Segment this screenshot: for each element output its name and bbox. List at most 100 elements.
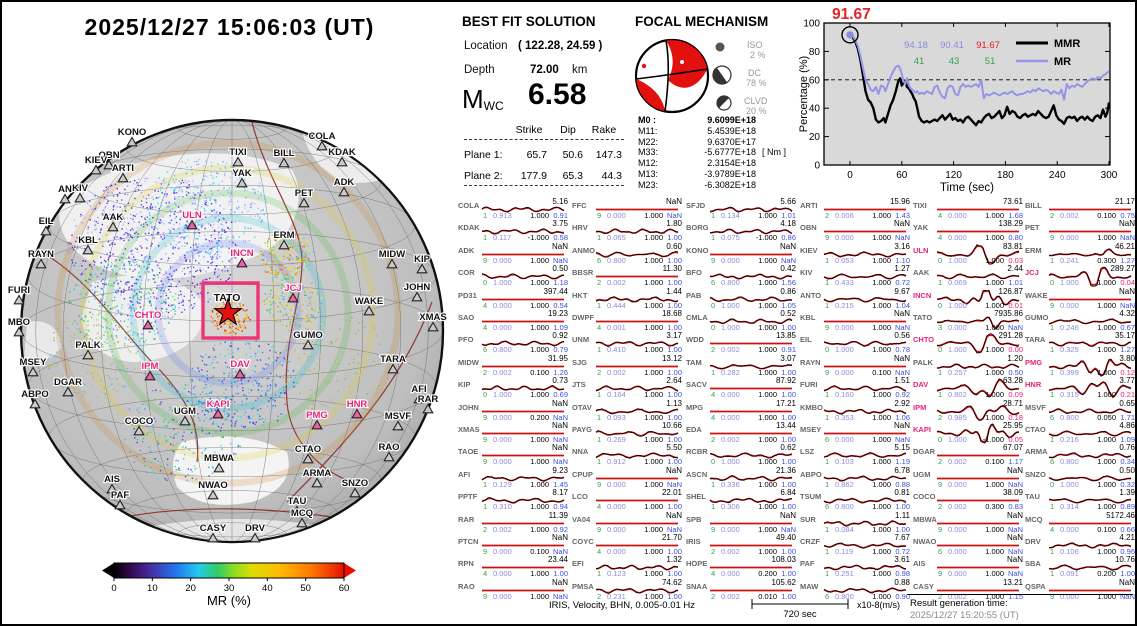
mr-dot <box>190 380 193 382</box>
station-cell-MCQ: MCQ 5172.46 4 0.000 0.100 0.66 <box>1024 511 1135 535</box>
mr-dot <box>213 216 215 218</box>
mr-dot <box>290 277 293 280</box>
mr-dot <box>246 315 248 317</box>
mr-dot <box>287 316 290 318</box>
mr-dot <box>102 242 104 244</box>
mr-dot <box>305 294 307 296</box>
mr-dot <box>222 306 224 309</box>
mr-dot <box>116 193 119 196</box>
mr-dot <box>274 239 276 241</box>
station-weight-1: 0.002 <box>493 524 512 534</box>
mr-dot <box>189 259 191 261</box>
station-quality-flag: 1 <box>1050 569 1055 579</box>
station-quality-flag: 1 <box>825 278 830 288</box>
mr-dot <box>199 393 202 396</box>
mr-dot <box>290 292 292 295</box>
mr-dot <box>173 308 175 310</box>
mr-dot <box>205 203 207 206</box>
station-quality-flag: 4 <box>938 211 943 220</box>
mr-dot <box>225 231 227 233</box>
mr-dot <box>206 204 208 206</box>
mr-dot <box>219 343 222 345</box>
mr-dot <box>294 234 296 236</box>
mr-dot <box>228 260 230 262</box>
mr-dot <box>111 243 113 245</box>
mr-dot <box>104 282 107 285</box>
station-weight-1: 0.000 <box>835 233 854 243</box>
mr-dot <box>132 203 134 205</box>
station-code: SJG <box>572 357 588 367</box>
mr-dot <box>77 269 79 272</box>
mr-dot <box>89 264 91 266</box>
mr-dot <box>193 216 195 218</box>
mr-dot <box>150 304 152 307</box>
mr-dot <box>297 234 300 237</box>
mr-dot <box>149 206 151 208</box>
mr-dot <box>196 231 198 233</box>
mr-dot <box>246 341 249 344</box>
mr-dot <box>119 206 121 208</box>
station-weight-1: 1.000 <box>835 345 854 355</box>
mr-dot <box>73 288 75 290</box>
mr-dot <box>227 348 230 351</box>
mr-dot <box>155 260 157 263</box>
mr-dot <box>243 324 245 326</box>
mr-dot <box>153 274 155 276</box>
mr-dot <box>120 220 122 223</box>
station-weight-1: 1.000 <box>721 457 740 467</box>
mr-dot <box>129 330 131 332</box>
mr-dot <box>274 383 277 385</box>
mr-dot <box>128 288 130 290</box>
mr-dot <box>87 231 89 234</box>
mr-dot <box>232 356 234 358</box>
mr-dot <box>257 389 260 391</box>
mr-dot <box>139 275 141 278</box>
mr-dot <box>234 328 236 330</box>
station-quality-flag: 1 <box>938 278 943 288</box>
mr-dot <box>134 268 136 271</box>
mr-dot <box>191 477 194 479</box>
mr-dot <box>146 392 148 394</box>
mr-dot <box>146 266 149 268</box>
mr-dot <box>131 227 133 230</box>
station-cell-COLA: COLA 5.16 1 0.913 1.000 0.91 <box>457 197 569 221</box>
mr-dot <box>187 280 189 282</box>
mr-dot <box>94 208 96 210</box>
mr-dot <box>266 390 268 392</box>
mr-dot <box>270 269 273 271</box>
station-code: KIEV <box>800 245 818 255</box>
mr-dot <box>88 301 90 303</box>
mr-dot <box>209 242 212 244</box>
mr-dot <box>171 167 173 169</box>
mr-dot <box>132 270 134 272</box>
mr-dot <box>254 192 256 194</box>
result-divider <box>907 594 1133 595</box>
mr-dot <box>209 253 211 255</box>
mr-dot <box>111 263 113 265</box>
plate-boundary-line <box>251 121 353 483</box>
station-cell-HKT: HKT 1.44 1 0.444 1.000 1.00 <box>571 287 683 311</box>
mr-dot <box>194 194 196 196</box>
mr-dot <box>311 292 314 294</box>
mr-dot <box>105 271 107 273</box>
mr-dot <box>252 421 254 424</box>
mr-dot <box>283 296 285 298</box>
mr-dot <box>149 299 151 302</box>
mr-dot <box>163 177 166 179</box>
station-code: JOHN <box>458 402 479 412</box>
mr-dot <box>148 271 150 273</box>
mr-dot <box>154 206 157 208</box>
mr-dot <box>160 314 162 316</box>
station-code: MPG <box>686 402 704 412</box>
station-code: SAO <box>458 313 475 322</box>
station-cell-SBA: SBA 10.76 1 0.091 0.200 1.00 <box>1024 555 1135 579</box>
mr-dot <box>129 181 131 183</box>
mr-dot <box>303 269 305 272</box>
mr-dot <box>109 255 111 257</box>
mr-dot <box>201 225 203 227</box>
mr-dot <box>215 215 217 218</box>
mr-dot <box>152 217 154 219</box>
station-quality-flag: 1 <box>825 457 830 467</box>
mr-dot <box>243 319 245 321</box>
station-weight-1: 0.075 <box>721 233 740 243</box>
